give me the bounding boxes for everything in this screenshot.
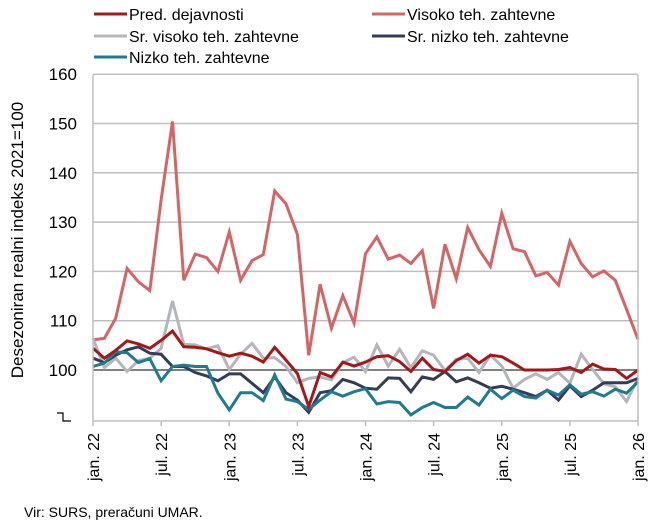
x-tick-label: jan. 26: [631, 433, 648, 482]
x-tick-label: jan. 24: [359, 433, 376, 482]
legend-item: Pred. dejavnosti: [94, 7, 244, 24]
series-line-pred-dejavnosti: [92, 328, 639, 412]
legend-label: Sr. visoko teh. zahtevne: [129, 29, 299, 46]
series-line-nizko-teh-zahtevne: [92, 350, 640, 417]
legend-label: Nizko teh. zahtevne: [129, 50, 270, 67]
source-note: Vir: SURS, preračuni UMAR.: [24, 504, 203, 520]
y-tick-label: 120: [49, 262, 77, 281]
legend: Pred. dejavnosti Visoko teh. zahtevne Sr. …: [94, 7, 569, 67]
y-tick-label: 140: [49, 164, 77, 183]
series-line-visoko-teh-zahtevne: [92, 121, 640, 356]
y-tick-label: 160: [49, 65, 77, 84]
series-line-sr-visoko-teh-zahtevne: [91, 300, 640, 405]
x-tick-label: jan. 25: [495, 433, 512, 482]
legend-item: Nizko teh. zahtevne: [94, 50, 270, 67]
series-line-sr-nizko-teh-zahtevne: [92, 345, 639, 415]
x-tick-label: jul. 25: [563, 433, 580, 477]
gridlines: [93, 73, 638, 371]
x-tick-label: jul. 22: [154, 433, 171, 477]
y-tick-label: 130: [49, 213, 77, 232]
legend-item: Sr. nizko teh. zahtevne: [372, 29, 569, 46]
legend-item: Visoko teh. zahtevne: [372, 7, 555, 24]
y-tick-label: 150: [49, 115, 77, 134]
axis-break-icon: [57, 412, 71, 422]
legend-item: Sr. visoko teh. zahtevne: [94, 29, 299, 46]
legend-label: Sr. nizko teh. zahtevne: [407, 29, 569, 46]
y-tick-label: 100: [49, 361, 77, 380]
legend-label: Pred. dejavnosti: [129, 7, 244, 24]
x-tick-label: jul. 24: [427, 433, 444, 477]
y-axis-label: Desezoniran realni indeks 2021=100: [8, 102, 27, 378]
x-tick-label: jul. 23: [290, 433, 307, 477]
x-tick-label: jan. 22: [86, 433, 103, 482]
legend-label: Visoko teh. zahtevne: [407, 7, 555, 24]
y-tick-label: 110: [50, 312, 77, 331]
series-lines: [91, 121, 640, 417]
x-tick-label: jan. 23: [222, 433, 239, 482]
axes: 100 110 120 130 140 150 160 jan. 22 jul. 22 jan. …: [49, 65, 648, 482]
